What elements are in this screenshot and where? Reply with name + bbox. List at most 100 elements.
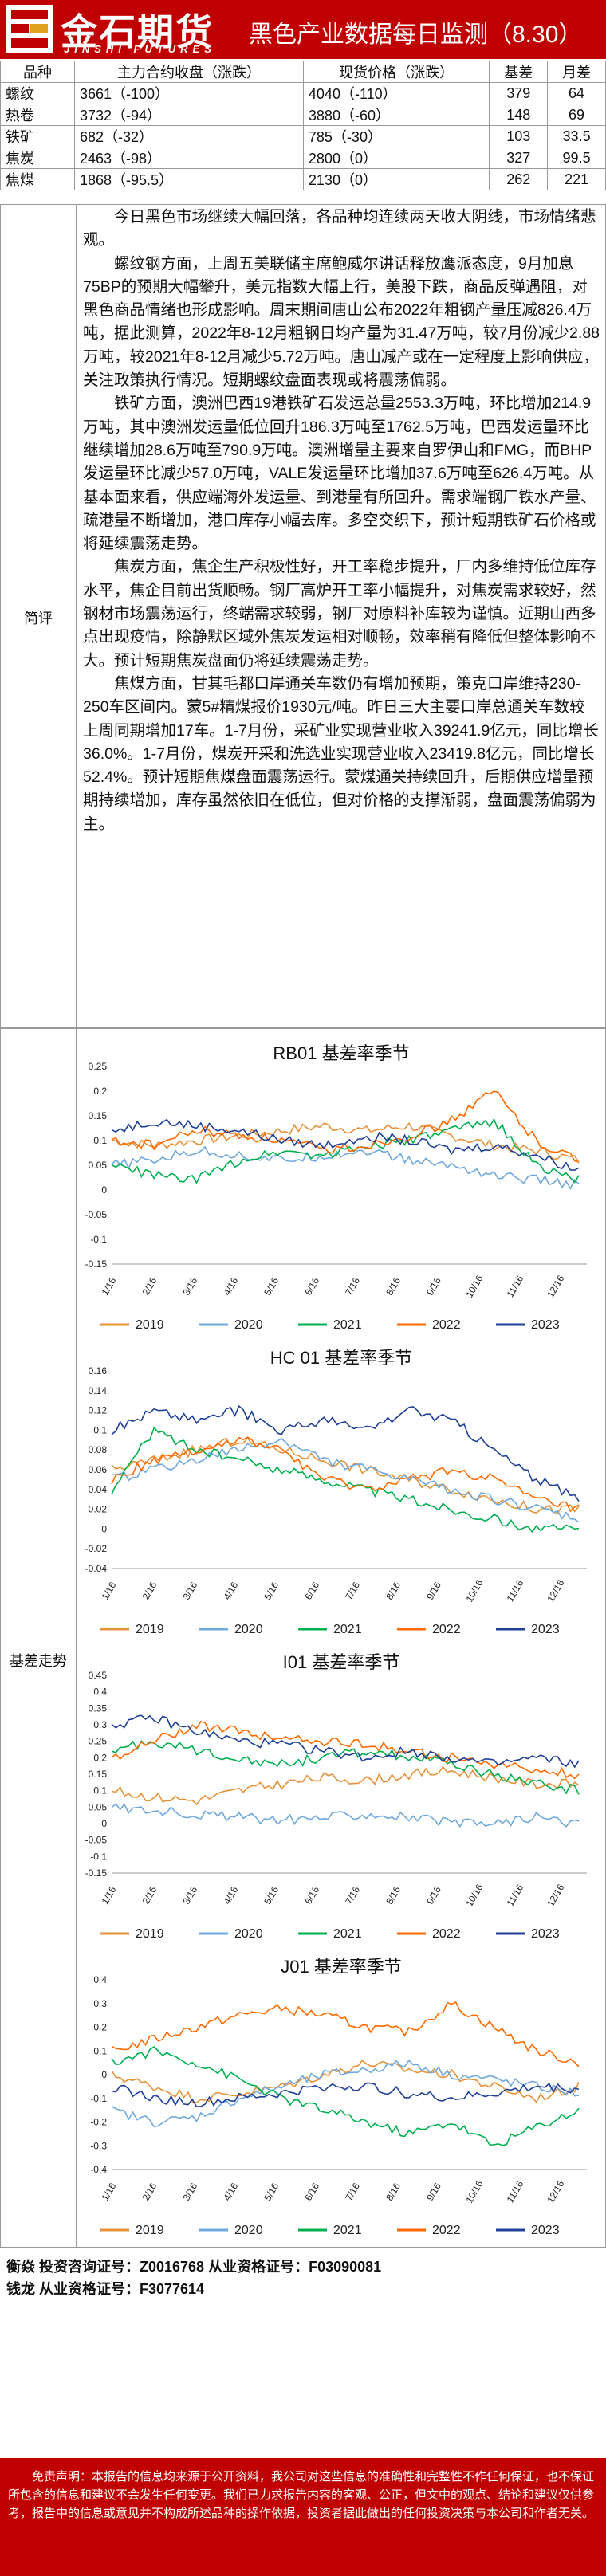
series-line-2019 — [111, 1436, 580, 1514]
commentary-paragraph: 焦炭方面，焦企生产积极性好，开工率稳步提升，厂内多维持低位库存水平，焦企目前出货… — [83, 558, 596, 670]
y-tick-label: -0.3 — [90, 2140, 107, 2151]
x-tick-label: 12/16 — [545, 1273, 566, 1299]
cell-month-spread: 99.5 — [547, 147, 606, 169]
legend-label: 2019 — [136, 2224, 164, 2237]
commentary-label-cell — [0, 204, 77, 1028]
series-line-2020 — [111, 1803, 580, 1828]
x-tick-label: 1/16 — [100, 1884, 119, 1906]
report-title: 黑色产业数据每日监测（8.30） — [249, 22, 583, 48]
col-header-variety: 品种 — [0, 61, 75, 83]
x-tick-label: 3/16 — [181, 1884, 200, 1906]
legend-label: 2023 — [531, 1927, 560, 1941]
commentary-label: 简评 — [24, 611, 53, 626]
series-line-2022 — [111, 1436, 580, 1513]
y-tick-label: 0.45 — [89, 1670, 108, 1681]
x-tick-label: 11/16 — [505, 2179, 526, 2205]
y-tick-label: -0.4 — [90, 2164, 107, 2175]
x-tick-label: 3/16 — [181, 2181, 200, 2203]
x-tick-label: 6/16 — [302, 1884, 321, 1906]
table-row: 焦炭 2463（-98） 2800（0） 327 99.5 — [0, 147, 606, 169]
series-line-2021 — [111, 2045, 580, 2146]
y-tick-label: 0.2 — [93, 2022, 107, 2033]
y-tick-label: 0.1 — [93, 1135, 107, 1146]
x-tick-label: 10/16 — [463, 1273, 485, 1299]
y-tick-label: 0.04 — [89, 1484, 108, 1495]
cell-month-spread: 33.5 — [547, 125, 606, 147]
x-tick-label: 10/16 — [463, 2178, 485, 2205]
legend-label: 2022 — [432, 2224, 461, 2237]
table-row: 热卷 3732（-94） 3880（-60） 148 69 — [0, 104, 606, 126]
y-tick-label: -0.04 — [85, 1563, 108, 1574]
x-tick-label: 3/16 — [181, 1580, 200, 1602]
y-tick-label: -0.05 — [85, 1835, 108, 1846]
chart-title: RB01 基差率季节 — [273, 1043, 410, 1063]
y-tick-label: 0.25 — [89, 1736, 108, 1747]
x-tick-label: 1/16 — [100, 2181, 119, 2203]
x-tick-label: 6/16 — [302, 2181, 321, 2203]
x-tick-label: 10/16 — [463, 1882, 485, 1908]
cell-futures-close: 682（-32） — [74, 125, 304, 147]
legend-label: 2022 — [432, 1927, 461, 1941]
x-tick-label: 8/16 — [384, 2181, 403, 2203]
table-row: 焦煤 1868（-95.5） 2130（0） 262 221 — [0, 168, 606, 190]
x-tick-label: 4/16 — [221, 1580, 240, 1602]
x-tick-label: 5/16 — [262, 1884, 281, 1906]
x-tick-label: 5/16 — [262, 2181, 281, 2203]
chart-i01: I01 基差率季节 -0.15 -0.1 -0.05 0 0.05 0.1 0.15 0.2 0… — [77, 1643, 606, 1946]
x-tick-label: 9/16 — [424, 1580, 443, 1602]
commentary-paragraph: 今日黑色市场继续大幅回落，各品种均连续两天收大阴线，市场情绪悲观。 — [83, 208, 596, 249]
table-row: 螺纹 3661（-100） 4040（-110） 379 64 — [0, 82, 606, 104]
chart-svg: -0.04 -0.02 0 0.02 0.04 0.06 0.08 0.1 0.12 0.14 0.… — [85, 1365, 587, 1636]
x-tick-label: 7/16 — [343, 1275, 362, 1298]
basis-label: 基差走势 — [10, 1653, 67, 1669]
x-tick-label: 2/16 — [140, 1884, 159, 1906]
legend-label: 2019 — [136, 1318, 164, 1332]
x-tick-label: 4/16 — [221, 2181, 240, 2203]
x-tick-label: 4/16 — [221, 1275, 240, 1298]
legend-label: 2020 — [234, 2224, 263, 2237]
summary-table: 品种 主力合约收盘（涨跌） 现货价格（涨跌） 基差 月差 螺纹 3661（-10… — [0, 61, 606, 190]
cell-futures-close: 2463（-98） — [74, 147, 304, 169]
legend-label: 2019 — [136, 1927, 164, 1941]
x-tick-label: 9/16 — [424, 2181, 443, 2203]
chart-hc01: HC 01 基差率季节 -0.04 -0.02 0 0.02 0.04 0.06 0.08 0… — [77, 1339, 606, 1642]
analyst-line: 钱龙 从业资格证号：F3077614 — [6, 2281, 205, 2297]
series-line-2019 — [111, 1765, 580, 1806]
x-tick-label: 9/16 — [424, 1884, 443, 1906]
cell-variety: 热卷 — [0, 104, 75, 126]
x-tick-label: 7/16 — [343, 2181, 362, 2203]
y-tick-label: 0 — [101, 1523, 107, 1534]
y-tick-label: 0 — [101, 1184, 107, 1196]
commentary-paragraph: 焦煤方面，甘其毛都口岸通关车数仍有增加预期，策克口岸维持230-250车区间内。… — [83, 674, 599, 833]
chart-title: J01 基差率季节 — [281, 1957, 402, 1977]
table-header-row: 品种 主力合约收盘（涨跌） 现货价格（涨跌） 基差 月差 — [0, 61, 606, 83]
legend-label: 2020 — [234, 1318, 263, 1332]
y-tick-label: 0.12 — [89, 1405, 108, 1416]
legend-label: 2020 — [234, 1927, 263, 1941]
series-line-2019 — [111, 2059, 580, 2104]
y-tick-label: 0.1 — [93, 2045, 107, 2056]
disclaimer: 免责声明：本报告的信息均来源于公开资料，我公司对这些信息的准确性和完整性不作任何… — [0, 2458, 606, 2576]
series-line-2023 — [111, 1404, 580, 1502]
y-tick-label: 0.02 — [89, 1504, 108, 1515]
x-tick-label: 12/16 — [545, 2178, 566, 2205]
legend-label: 2023 — [531, 2224, 560, 2237]
chart-svg: -0.15 -0.1 -0.05 0 0.05 0.1 0.15 0.2 0.25 0.3 0.35… — [85, 1670, 587, 1941]
series-line-2023 — [111, 2082, 580, 2107]
x-tick-label: 11/16 — [505, 1883, 526, 1909]
cell-variety: 焦煤 — [0, 168, 75, 190]
y-tick-label: 0.3 — [93, 1998, 107, 2009]
y-tick-label: -0.1 — [90, 1234, 107, 1245]
x-tick-label: 9/16 — [424, 1275, 443, 1298]
cell-spot-price: 4040（-110） — [302, 82, 490, 104]
x-tick-label: 8/16 — [384, 1275, 403, 1298]
x-tick-label: 2/16 — [140, 1275, 159, 1298]
x-tick-label: 6/16 — [302, 1580, 321, 1602]
report-header: 金石期货 JINSHI FUTURES 黑色产业数据每日监测（8.30） — [0, 0, 606, 59]
y-tick-label: -0.1 — [90, 2093, 107, 2104]
cell-basis: 262 — [489, 168, 549, 190]
x-tick-label: 11/16 — [505, 1578, 526, 1604]
cell-month-spread: 64 — [547, 82, 606, 104]
series-line-2020 — [111, 1145, 580, 1190]
logo-english: JINSHI FUTURES — [64, 43, 216, 55]
